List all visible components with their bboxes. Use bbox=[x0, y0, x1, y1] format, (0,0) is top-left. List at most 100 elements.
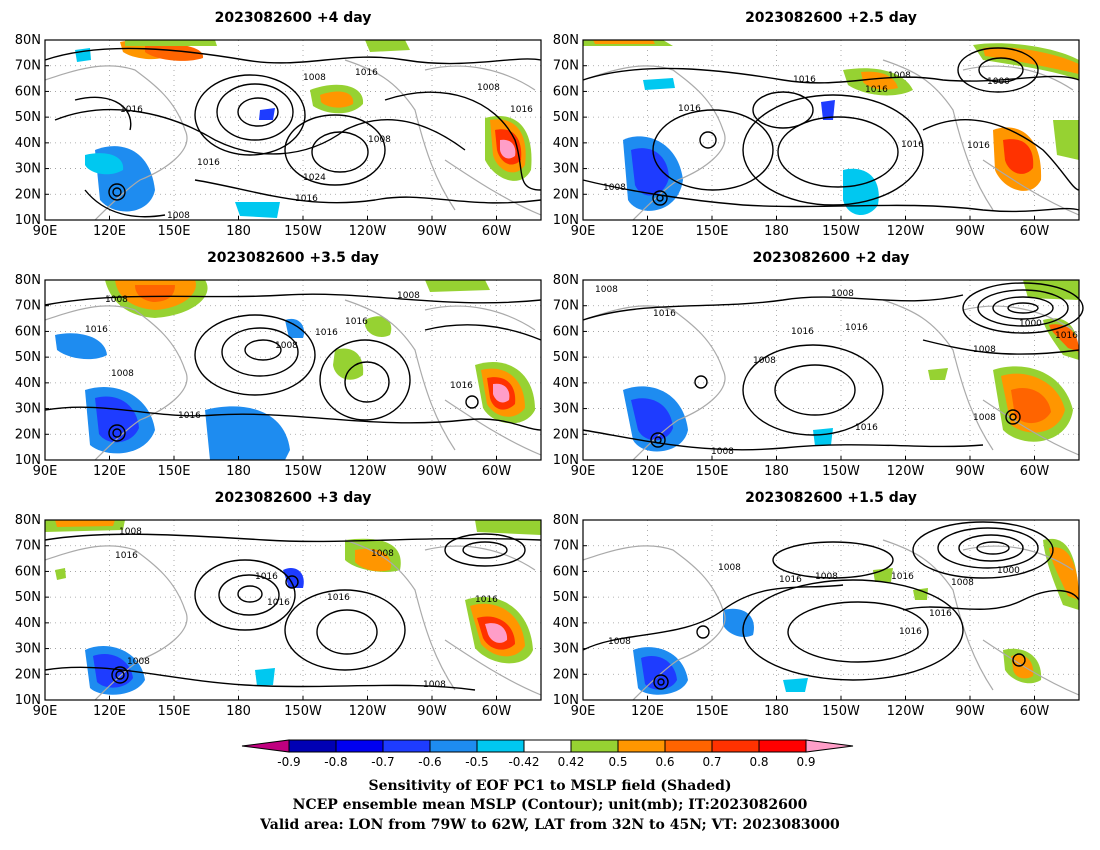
contour-label: 1016 bbox=[475, 595, 498, 605]
lat-tick-label: 30N bbox=[15, 642, 41, 657]
colorbar-box bbox=[476, 739, 525, 753]
map-panel: 2023082600 +4 day bbox=[15, 10, 542, 239]
lat-tick-label: 40N bbox=[15, 136, 41, 151]
lat-tick-label: 80N bbox=[15, 273, 41, 288]
lon-tick-label: 120E bbox=[93, 704, 126, 719]
contour-label: 1008 bbox=[423, 680, 446, 690]
colorbar-label: -0.9 bbox=[277, 755, 300, 769]
map-panel: 2023082600 +2.5 day bbox=[553, 10, 1080, 239]
caption-line-1: Sensitivity of EOF PC1 to MSLP field (Sh… bbox=[368, 778, 731, 794]
lon-tick-label: 60W bbox=[482, 704, 512, 719]
colorbar-label: 0.9 bbox=[796, 755, 815, 769]
lon-tick-label: 180 bbox=[226, 704, 251, 719]
lon-tick-label: 90E bbox=[571, 704, 596, 719]
contour-labels: 1008 1016 1008 1016 1016 1000 1016 1008 … bbox=[595, 285, 1078, 457]
contour-label: 1016 bbox=[267, 598, 290, 608]
contour-label: 1016 bbox=[779, 575, 802, 585]
lat-tick-label: 60N bbox=[15, 84, 41, 99]
shading bbox=[45, 520, 541, 695]
contour-label: 1016 bbox=[855, 423, 878, 433]
contour-label: 1008 bbox=[127, 657, 150, 667]
lat-tick-label: 40N bbox=[15, 616, 41, 631]
map-area: 1016 1008 1016 1000 1016 1016 1016 1008 bbox=[582, 39, 1080, 221]
contour-label: 1016 bbox=[315, 328, 338, 338]
colorbar-label: -0.7 bbox=[371, 755, 394, 769]
shading bbox=[623, 280, 1079, 452]
caption: Sensitivity of EOF PC1 to MSLP field (Sh… bbox=[259, 778, 840, 833]
lat-tick-label: 40N bbox=[553, 616, 579, 631]
lat-tick-label: 60N bbox=[553, 324, 579, 339]
lat-axis: 80N 70N 60N 50N 40N 30N 20N 10N bbox=[553, 33, 587, 228]
lon-tick-label: 150W bbox=[822, 464, 860, 479]
lat-tick-label: 20N bbox=[553, 667, 579, 682]
lat-tick-label: 80N bbox=[15, 513, 41, 528]
contour-label: 1008 bbox=[973, 345, 996, 355]
contour-label: 1008 bbox=[111, 369, 134, 379]
lon-tick-label: 120W bbox=[349, 704, 387, 719]
lon-tick-label: 120W bbox=[887, 224, 925, 239]
contour-label: 1000 bbox=[997, 566, 1020, 576]
contour-label: 1008 bbox=[477, 83, 500, 93]
lon-axis: 90E 120E 150E 180 150W 120W 90W 60W bbox=[571, 456, 1049, 479]
lon-tick-label: 150E bbox=[157, 464, 190, 479]
colorbar-lower-triangle bbox=[241, 739, 290, 753]
lon-tick-label: 60W bbox=[482, 224, 512, 239]
contours bbox=[44, 533, 542, 691]
contour-label: 1016 bbox=[845, 323, 868, 333]
lon-axis: 90E 120E 150E 180 150W 120W 90W 60W bbox=[33, 456, 512, 479]
contours bbox=[582, 47, 1080, 213]
lon-tick-label: 180 bbox=[764, 464, 789, 479]
lat-tick-label: 40N bbox=[553, 376, 579, 391]
caption-line-2: NCEP ensemble mean MSLP (Contour); unit(… bbox=[293, 797, 808, 813]
lon-tick-label: 150E bbox=[157, 704, 190, 719]
contours bbox=[44, 293, 542, 442]
lon-tick-label: 150W bbox=[822, 704, 860, 719]
contour-label: 1016 bbox=[793, 75, 816, 85]
lat-tick-label: 30N bbox=[15, 402, 41, 417]
lat-tick-label: 30N bbox=[553, 162, 579, 177]
lon-tick-label: 150E bbox=[695, 704, 728, 719]
lon-tick-label: 150E bbox=[695, 224, 728, 239]
contours bbox=[582, 521, 1080, 690]
contour-label: 1008 bbox=[595, 285, 618, 295]
shading bbox=[75, 40, 532, 218]
lon-tick-label: 60W bbox=[482, 464, 512, 479]
contour-label: 1008 bbox=[608, 637, 631, 647]
contour-label: 1016 bbox=[115, 551, 138, 561]
contour-labels: 1008 1016 1016 1016 1016 1008 1016 1008 … bbox=[115, 527, 498, 690]
coastlines bbox=[44, 539, 542, 701]
contour-label: 1016 bbox=[295, 194, 318, 204]
lon-tick-label: 90E bbox=[33, 464, 58, 479]
lat-tick-label: 60N bbox=[15, 324, 41, 339]
contour-label: 1016 bbox=[450, 381, 473, 391]
contour-label: 1008 bbox=[753, 356, 776, 366]
lon-tick-label: 180 bbox=[226, 224, 251, 239]
colorbar: -0.9 -0.8 -0.7 -0.6 -0.5 -0.42 0.42 0.5 0.6 0.7 0.… bbox=[241, 739, 854, 769]
lat-tick-label: 30N bbox=[553, 402, 579, 417]
contour-label: 1016 bbox=[197, 158, 220, 168]
lon-tick-label: 90W bbox=[955, 704, 985, 719]
lon-axis: 90E 120E 150E 180 150W 120W 90W 60W bbox=[571, 696, 1049, 719]
contour-labels: 1008 1008 1016 1016 1008 1016 1008 1016 … bbox=[85, 291, 473, 421]
lat-tick-label: 50N bbox=[553, 110, 579, 125]
contour-label: 1000 bbox=[987, 77, 1010, 87]
lon-tick-label: 120W bbox=[349, 464, 387, 479]
contour-label: 1008 bbox=[888, 71, 911, 81]
colorbar-label: 0.6 bbox=[655, 755, 674, 769]
colorbar-upper-triangle bbox=[805, 739, 854, 753]
colorbar-box bbox=[382, 739, 431, 753]
colorbar-box bbox=[711, 739, 760, 753]
lat-tick-label: 70N bbox=[15, 539, 41, 554]
lat-tick-label: 60N bbox=[15, 564, 41, 579]
lat-tick-label: 80N bbox=[553, 273, 579, 288]
lat-axis: 80N 70N 60N 50N 40N 30N 20N 10N bbox=[553, 513, 587, 708]
lon-tick-label: 90E bbox=[571, 464, 596, 479]
lon-axis: 90E 120E 150E 180 150W 120W 90W 60W bbox=[33, 696, 512, 719]
map-panel: 2023082600 +3 day bbox=[15, 490, 542, 719]
lon-tick-label: 150W bbox=[284, 464, 322, 479]
lon-tick-label: 90W bbox=[955, 224, 985, 239]
colorbar-box bbox=[570, 739, 619, 753]
lon-tick-label: 150W bbox=[822, 224, 860, 239]
colorbar-box bbox=[758, 739, 807, 753]
colorbar-label: -0.5 bbox=[465, 755, 488, 769]
